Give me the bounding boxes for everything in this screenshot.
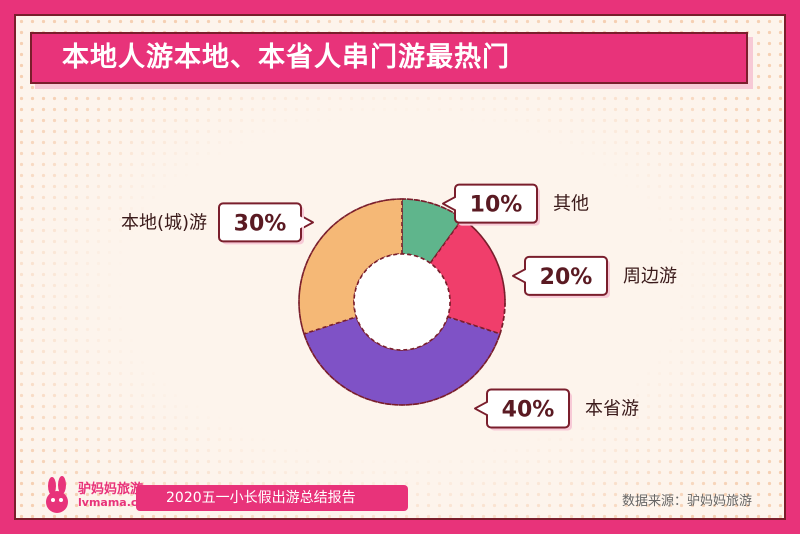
donut-hole	[353, 253, 451, 351]
percent-label-0: 10%	[470, 193, 523, 218]
logo-name: 驴妈妈旅游	[78, 482, 144, 497]
category-label-2: 本省游	[585, 398, 639, 419]
chart-title: 本地人游本地、本省人串门游最热门	[62, 42, 510, 73]
percent-label-3: 30%	[234, 211, 287, 236]
label-pointer-fill-0	[445, 197, 456, 210]
report-name: 2020五一小长假出游总结报告	[166, 490, 356, 506]
percent-label-2: 40%	[502, 397, 555, 422]
category-label-0: 其他	[553, 194, 589, 215]
donkey-logo-icon	[46, 476, 68, 513]
label-pointer-fill-2	[477, 402, 488, 415]
chart-panel: 本地人游本地、本省人串门游最热门 10% 其他 20% 周边游 40% 本省游 30% 本地(…	[14, 14, 786, 520]
percent-label-1: 20%	[540, 265, 593, 290]
donut-slice-2	[303, 315, 501, 406]
data-source: 数据来源：驴妈妈旅游	[622, 494, 753, 509]
report-name-bar: 2020五一小长假出游总结报告	[136, 485, 408, 511]
label-pointer-fill-1	[515, 269, 526, 282]
donut-outer-ring	[298, 198, 506, 406]
label-pointer-fill-3	[300, 216, 311, 229]
title-bar: 本地人游本地、本省人串门游最热门	[30, 32, 748, 84]
category-label-3: 本地(城)游	[121, 212, 207, 233]
donut-chart: 10% 其他 20% 周边游 40% 本省游 30% 本地(城)游	[121, 183, 677, 431]
category-label-1: 周边游	[623, 266, 677, 287]
